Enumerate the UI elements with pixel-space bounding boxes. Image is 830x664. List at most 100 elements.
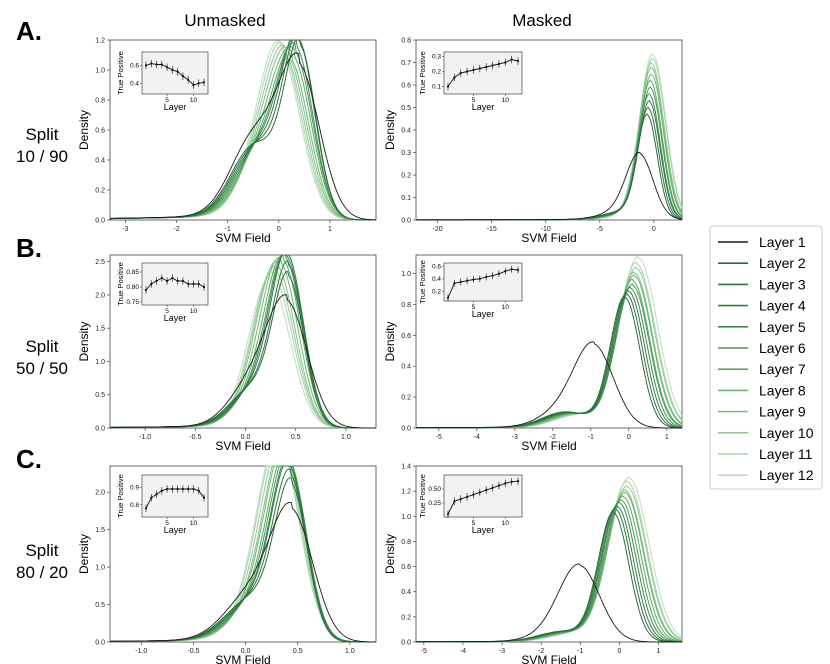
panel-C-unmasked: 0.0 0.5 1.0 1.5 2.0 -1.0 -0.5 0.0 0.5 1.0 SVM Fiel… — [77, 465, 377, 664]
inset-point — [165, 66, 169, 69]
y-tick-label: 1.5 — [95, 326, 105, 333]
inset-point — [176, 279, 179, 283]
x-tick-label: -15 — [487, 226, 497, 233]
inset-point — [478, 277, 481, 280]
inset-point — [465, 70, 469, 73]
inset-point — [192, 83, 195, 87]
inset-point — [459, 280, 462, 284]
inset-point — [160, 489, 163, 492]
y-tick-label: 0.0 — [401, 640, 411, 647]
panel-B-unmasked: 0.0 0.5 1.0 1.5 2.0 2.5 -1.0 -0.5 0.0 0.5 1.0 SVM F… — [77, 254, 377, 453]
inset-point — [459, 497, 462, 501]
x-tick-label: -2 — [550, 434, 556, 441]
inset-y-axis-label: True Positive — [418, 474, 427, 518]
inset-B-unmasked: 5 10 0.75 0.80 0.85 Layer True Positive — [116, 262, 209, 323]
inset-point — [516, 268, 520, 272]
inset-y-tick-label: 0.2 — [432, 69, 441, 76]
inset-point — [510, 58, 513, 61]
inset-point — [197, 282, 200, 286]
y-axis-label: Density — [383, 321, 397, 361]
x-tick-label: -10 — [541, 226, 551, 233]
y-tick-label: 0.0 — [401, 218, 411, 225]
legend-label-layer-6: Layer 6 — [759, 340, 806, 356]
inset-point — [171, 276, 174, 280]
inset-y-tick-label: 0.8 — [130, 502, 139, 509]
inset-point — [446, 296, 450, 299]
x-tick-label: -4 — [460, 648, 466, 655]
inset-point — [491, 64, 494, 67]
x-axis-label: SVM Field — [215, 231, 270, 245]
y-tick-label: 2.5 — [95, 259, 105, 266]
row-split-label-a: Split — [25, 125, 58, 144]
y-tick-label: 0.6 — [401, 83, 411, 90]
x-tick-label: -1.0 — [139, 434, 151, 441]
inset-point — [165, 279, 169, 283]
y-tick-label: 0.2 — [401, 614, 411, 621]
inset-point — [446, 513, 450, 516]
inset-point — [510, 268, 513, 271]
y-tick-label: 0.0 — [95, 640, 105, 647]
inset-x-axis-label: Layer — [164, 102, 187, 112]
x-axis-label: SVM Field — [521, 439, 576, 453]
density-line-layer-1 — [415, 563, 682, 643]
x-tick-label: 1 — [657, 648, 661, 655]
y-tick-label: 0.4 — [95, 158, 105, 165]
inset-point — [192, 282, 195, 286]
inset-point — [504, 61, 507, 64]
inset-point — [472, 278, 475, 281]
inset-point — [485, 275, 488, 279]
x-tick-label: 0 — [277, 226, 281, 233]
inset-x-axis-label: Layer — [472, 525, 495, 535]
inset-point — [176, 487, 179, 491]
inset-point — [459, 71, 462, 75]
legend-label-layer-4: Layer 4 — [759, 298, 806, 314]
inset-y-axis-label: True Positive — [116, 262, 125, 306]
y-axis-label: Density — [77, 534, 91, 574]
inset-point — [510, 480, 513, 483]
y-tick-label: 0.4 — [401, 589, 411, 596]
density-line-layer-1 — [415, 341, 682, 429]
legend-label-layer-11: Layer 11 — [759, 446, 813, 462]
inset-x-tick-label: 10 — [190, 520, 198, 527]
x-tick-label: -1 — [225, 226, 231, 233]
y-tick-label: 0.8 — [401, 539, 411, 546]
legend-label-layer-7: Layer 7 — [759, 361, 806, 377]
inset-point — [171, 487, 174, 491]
inset-point — [197, 489, 200, 492]
x-tick-label: 1 — [665, 434, 669, 441]
y-tick-label: 0.2 — [401, 173, 411, 180]
x-tick-label: -2 — [538, 648, 544, 655]
y-tick-label: 1.2 — [401, 489, 411, 496]
row-split-label-b-ratio: 50 / 50 — [16, 359, 68, 378]
inset-point — [504, 482, 507, 485]
y-axis-label: Density — [383, 534, 397, 574]
inset-point — [155, 493, 158, 496]
inset-point — [144, 64, 148, 67]
legend-label-layer-3: Layer 3 — [759, 276, 806, 292]
inset-frame — [443, 474, 523, 518]
x-tick-label: 0 — [652, 226, 656, 233]
legend-label-layer-2: Layer 2 — [759, 255, 806, 271]
inset-frame — [443, 51, 523, 95]
inset-point — [181, 487, 185, 491]
density-line-layer-1 — [109, 294, 376, 429]
row-letter-c: C. — [16, 444, 42, 474]
inset-y-tick-label: 0.9 — [130, 484, 139, 491]
panel-A-unmasked: 0.0 0.2 0.4 0.6 0.8 1.0 1.2 -3 -2 -1 0 1 SVM Field De… — [77, 38, 377, 245]
inset-y-tick-label: 0.50 — [428, 486, 441, 493]
x-tick-label: 0.0 — [241, 434, 251, 441]
inset-point — [150, 282, 153, 286]
x-tick-label: -1.0 — [135, 648, 147, 655]
y-tick-label: 1.4 — [401, 464, 411, 471]
legend-label-layer-12: Layer 12 — [759, 467, 814, 483]
inset-C-masked: 5 10 0.25 0.50 Layer True Positive — [418, 474, 523, 535]
inset-x-axis-label: Layer — [472, 102, 495, 112]
y-tick-label: 0.0 — [95, 218, 105, 225]
inset-x-tick-label: 10 — [502, 304, 510, 311]
y-tick-label: 1.0 — [95, 68, 105, 75]
inset-C-unmasked: 5 10 0.8 0.9 Layer True Positive — [116, 474, 209, 535]
inset-point — [516, 59, 520, 63]
y-tick-label: 0.2 — [401, 395, 411, 402]
inset-point — [155, 63, 158, 66]
